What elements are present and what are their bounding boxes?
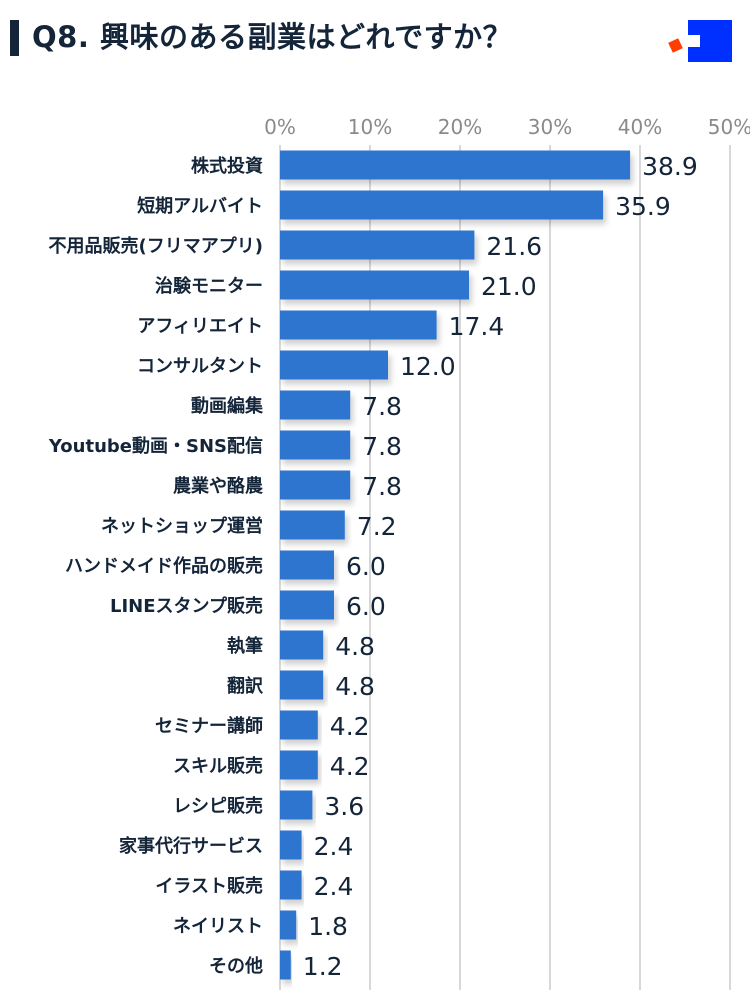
data-label: 38.9: [642, 152, 698, 181]
category-label: セミナー講師: [155, 715, 263, 737]
bar: [280, 510, 345, 540]
bar: [280, 270, 469, 300]
data-label: 4.8: [335, 632, 375, 661]
bar: [280, 870, 302, 900]
data-label: 35.9: [615, 192, 671, 221]
category-label: 短期アルバイト: [137, 195, 263, 217]
category-label: レシピ販売: [173, 795, 263, 817]
data-label: 6.0: [346, 552, 386, 581]
data-label: 4.2: [330, 752, 370, 781]
category-label: イラスト販売: [155, 875, 263, 897]
category-label: 翻訳: [227, 675, 264, 697]
category-label: アフィリエイト: [137, 316, 263, 337]
data-label: 7.8: [362, 392, 402, 421]
category-label: 執筆: [227, 635, 263, 657]
data-label: 3.6: [324, 792, 364, 821]
x-tick-label: 10%: [348, 115, 392, 139]
bar: [280, 550, 334, 580]
bar: [280, 830, 302, 860]
category-label: ネットショップ運営: [101, 515, 263, 537]
x-tick-label: 20%: [438, 115, 482, 139]
data-label: 7.8: [362, 432, 402, 461]
category-label: 動画編集: [191, 395, 264, 417]
data-label: 4.2: [330, 712, 370, 741]
data-label: 21.0: [481, 272, 537, 301]
data-label: 4.8: [335, 672, 375, 701]
square-logo-icon: [668, 20, 732, 62]
category-label: その他: [209, 955, 263, 977]
bar: [280, 750, 318, 780]
bar: [280, 150, 631, 180]
bar: [280, 390, 351, 420]
category-label: 家事代行サービス: [119, 835, 263, 857]
category-label: Youtube動画・SNS配信: [48, 435, 263, 457]
category-label: 株式投資: [191, 155, 263, 177]
data-label: 6.0: [346, 592, 386, 621]
data-label: 2.4: [314, 832, 354, 861]
category-label: 治験モニター: [155, 275, 263, 297]
category-label: 不用品販売(フリマアプリ): [49, 235, 263, 257]
category-label: LINEスタンプ販売: [110, 595, 263, 617]
bar: [280, 310, 437, 340]
x-tick-label: 0%: [264, 115, 296, 139]
bar: [280, 470, 351, 500]
bar: [280, 190, 604, 220]
data-label: 1.2: [303, 952, 343, 981]
data-label: 21.6: [486, 232, 542, 261]
bar: [280, 230, 475, 260]
category-label: ハンドメイド作品の販売: [65, 555, 263, 577]
category-label: ネイリスト: [173, 916, 263, 937]
data-label: 7.2: [357, 512, 397, 541]
data-label: 2.4: [314, 872, 354, 901]
data-label: 17.4: [449, 312, 505, 341]
bar: [280, 670, 324, 700]
bar: [280, 630, 324, 660]
data-label: 1.8: [308, 912, 348, 941]
category-label: コンサルタント: [137, 356, 263, 377]
category-label: 農業や酪農: [173, 475, 264, 497]
bar: [280, 790, 313, 820]
x-tick-label: 30%: [528, 115, 572, 139]
bar: [280, 430, 351, 460]
x-tick-label: 40%: [618, 115, 662, 139]
x-tick-label: 50%: [708, 115, 750, 139]
chart-title: Q8. 興味のある副業はどれですか？: [32, 20, 513, 54]
bar: [280, 910, 297, 940]
bar: [280, 950, 291, 980]
bar: [280, 710, 318, 740]
data-label: 7.8: [362, 472, 402, 501]
data-label: 12.0: [400, 352, 456, 381]
category-label: スキル販売: [173, 755, 263, 777]
title-accent-bar: [10, 20, 19, 56]
bar: [280, 590, 334, 620]
bar: [280, 350, 388, 380]
